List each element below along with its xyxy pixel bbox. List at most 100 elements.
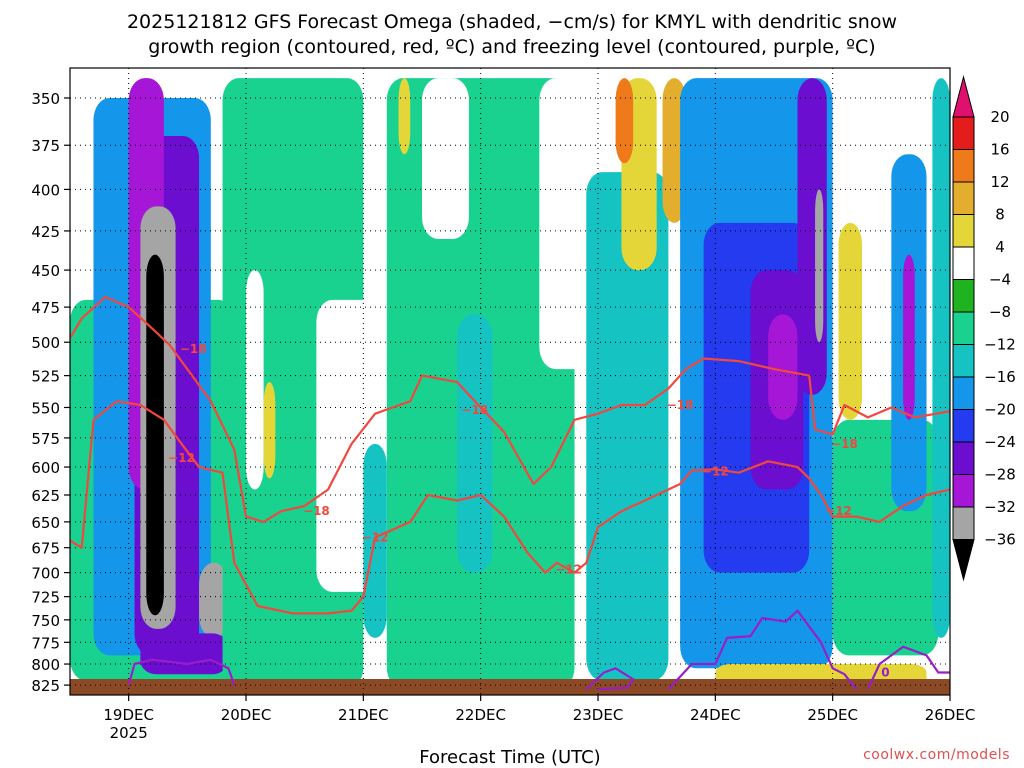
x-tick-label-1: 20DEC	[221, 706, 272, 724]
colorbar-band-6	[952, 311, 975, 345]
dgz-contour-label-0-1: −18	[303, 504, 330, 518]
omega-region-30	[838, 222, 862, 420]
colorbar-band-0	[952, 116, 975, 150]
y-tick-label-1: 375	[31, 137, 60, 155]
colorbar-tick-label-5: −4	[989, 271, 1011, 289]
y-tick-label-10: 600	[31, 459, 60, 477]
colorbar-band-12	[952, 506, 975, 540]
omega-region-16	[398, 78, 411, 155]
freezing-contour-label-3-0: 0	[881, 666, 889, 680]
omega-region-7	[140, 633, 229, 675]
dgz-contour-label-1-4: −12	[825, 504, 852, 518]
plot-area: −18 −18 −18 −18 −18 −12 −12 −12 −12 −12 0	[70, 68, 950, 695]
freezing-contour-2	[667, 609, 857, 690]
colorbar-tick-label-2: 12	[990, 173, 1009, 191]
y-tick-label-9: 575	[31, 430, 60, 448]
omega-region-22	[662, 78, 686, 223]
y-tick-label-3: 425	[31, 223, 60, 241]
omega-region-33	[903, 254, 915, 420]
dgz-contour-label-0-2: −18	[461, 403, 488, 417]
colorbar-tick-label-8: −16	[984, 368, 1016, 386]
omega-shading	[70, 78, 950, 690]
freezing-contour-0	[127, 658, 236, 686]
x-tick-label-7: 26DEC	[925, 706, 976, 724]
x-tick-label-2: 21DEC	[338, 706, 389, 724]
colorbar-tick-label-12: −32	[984, 498, 1016, 516]
x-tick-label-3: 22DEC	[455, 706, 506, 724]
colorbar-tick-label-6: −8	[989, 303, 1011, 321]
colorbar-band-4	[952, 246, 975, 280]
colorbar-band-7	[952, 344, 975, 378]
dgz-contour-label-1-1: −12	[362, 530, 389, 544]
colorbar: 20 16 12 8 4 −4 −8 −12 −16 −20 −24 −28 −32 −36	[952, 75, 1016, 582]
omega-region-6	[199, 562, 229, 638]
x-axis: 19DEC 20DEC 21DEC 22DEC 23DEC 24DEC 25DEC 26DEC…	[103, 695, 975, 742]
dgz-contour-label-0-0: −18	[180, 342, 207, 356]
y-tick-label-12: 650	[31, 514, 60, 532]
chart-title-line1: 2025121812 GFS Forecast Omega (shaded, −…	[127, 11, 897, 33]
dgz-contour-label-0-4: −18	[831, 437, 858, 451]
y-tick-label-15: 725	[31, 589, 60, 607]
omega-region-21	[615, 78, 634, 164]
colorbar-band-10	[952, 441, 975, 475]
dgz-contour-label-1-0: −12	[168, 451, 195, 465]
x-axis-label: Forecast Time (UTC)	[419, 747, 600, 768]
y-tick-label-11: 625	[31, 487, 60, 505]
x-tick-label-5: 24DEC	[690, 706, 741, 724]
omega-region-14	[457, 314, 493, 573]
y-tick-label-13: 675	[31, 540, 60, 558]
dgz-contour-label-1-2: −12	[555, 563, 582, 577]
colorbar-band-8	[952, 376, 975, 410]
terrain-surface	[70, 679, 950, 695]
omega-region-5	[146, 254, 164, 616]
y-tick-label-0: 350	[31, 90, 60, 108]
colorbar-band-11	[952, 474, 975, 508]
y-tick-label-17: 775	[31, 634, 60, 652]
colorbar-tick-label-3: 8	[995, 206, 1005, 224]
y-tick-label-6: 500	[31, 334, 60, 352]
colorbar-tick-label-9: −20	[984, 401, 1016, 419]
grid-lines	[70, 68, 950, 695]
omega-region-9	[246, 270, 264, 490]
colorbar-tick-label-4: 4	[995, 238, 1005, 256]
omega-region-26	[768, 314, 798, 420]
y-axis: 350 375 400 425 450 475 500 525 550 575 600 625 650 6…	[31, 90, 70, 695]
dgz-contour-1	[70, 400, 950, 615]
colorbar-bottom-arrow	[952, 539, 975, 582]
colorbar-tick-label-1: 16	[990, 141, 1009, 159]
x-tick-label-6: 25DEC	[807, 706, 858, 724]
colorbar-band-3	[952, 214, 975, 248]
x-tick-label-0: 19DEC	[103, 706, 154, 724]
credit-text: coolwx.com/models	[863, 747, 1010, 763]
freezing-contour-3	[866, 645, 950, 690]
y-tick-label-18: 800	[31, 656, 60, 674]
y-tick-label-5: 475	[31, 299, 60, 317]
freezing-contour-1	[585, 667, 635, 691]
dgz-contour-label-0-3: −18	[667, 398, 694, 412]
colorbar-tick-label-11: −28	[984, 466, 1016, 484]
dgz-contour-0	[70, 295, 950, 523]
colorbar-band-1	[952, 149, 975, 183]
colorbar-tick-label-10: −24	[984, 433, 1016, 451]
omega-region-15	[422, 78, 469, 239]
colorbar-tick-label-7: −12	[984, 336, 1016, 354]
omega-region-10	[263, 382, 276, 479]
chart-title-line2: growth region (contoured, red, ºC) and f…	[148, 36, 875, 58]
y-tick-label-8: 550	[31, 399, 60, 417]
y-tick-label-19: 825	[31, 677, 60, 695]
y-tick-label-16: 750	[31, 612, 60, 630]
y-tick-label-2: 400	[31, 181, 60, 199]
contour-lines: −18 −18 −18 −18 −18 −12 −12 −12 −12 −12 0	[70, 295, 950, 691]
colorbar-tick-label-13: −36	[984, 531, 1016, 549]
y-tick-label-7: 525	[31, 368, 60, 386]
colorbar-tick-label-0: 20	[990, 108, 1009, 126]
omega-region-19	[586, 172, 669, 681]
x-year-label: 2025	[110, 724, 148, 742]
y-tick-label-4: 450	[31, 262, 60, 280]
colorbar-band-5	[952, 279, 975, 313]
colorbar-band-2	[952, 181, 975, 215]
colorbar-top-arrow	[952, 75, 975, 118]
omega-region-34	[932, 78, 950, 638]
colorbar-band-9	[952, 409, 975, 443]
